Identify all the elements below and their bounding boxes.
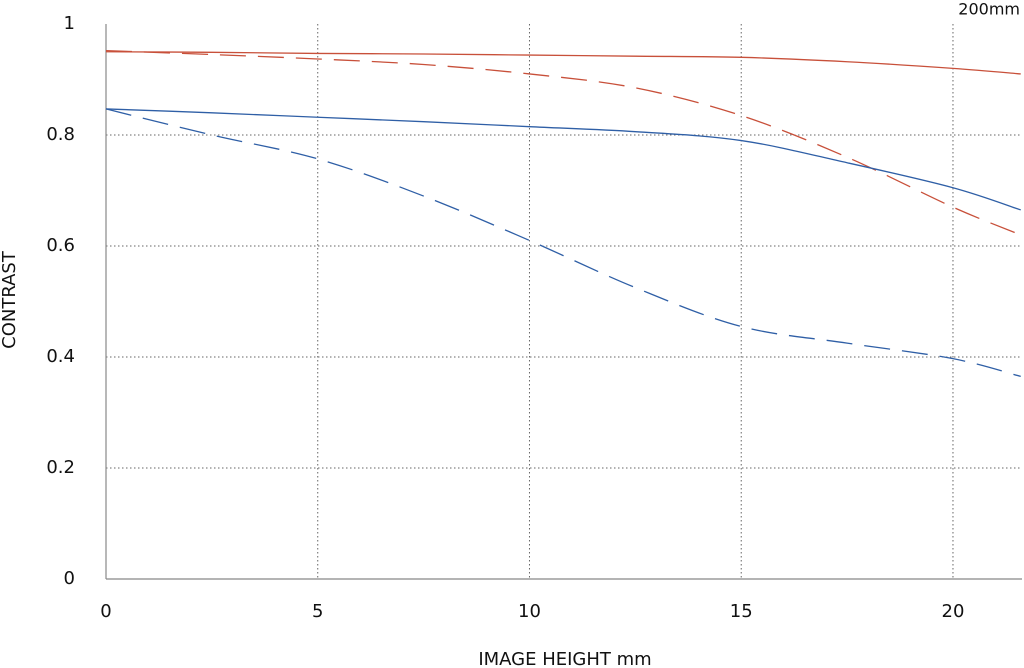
x-tick-label: 0: [100, 601, 111, 622]
x-tick-label: 5: [312, 601, 323, 622]
x-tick-label: 20: [942, 601, 965, 622]
series-line: [105, 108, 1021, 211]
x-tick-label: 15: [730, 601, 753, 622]
y-tick-label: 0.8: [46, 124, 75, 145]
y-tick-label: 0: [64, 568, 75, 589]
x-axis-label: IMAGE HEIGHT mm: [478, 649, 651, 668]
y-tick-label: 0.4: [46, 346, 75, 367]
y-axis-label: CONTRAST: [0, 250, 20, 349]
x-tick-label: 10: [518, 601, 541, 622]
series-line: [105, 49, 1021, 236]
y-tick-label: 0.2: [46, 457, 75, 478]
chart-title: 200mm: [958, 0, 1020, 19]
y-tick-label: 0.6: [46, 235, 75, 256]
series-line: [105, 51, 1021, 75]
series-line: [105, 108, 1021, 378]
y-tick-label: 1: [64, 13, 75, 34]
